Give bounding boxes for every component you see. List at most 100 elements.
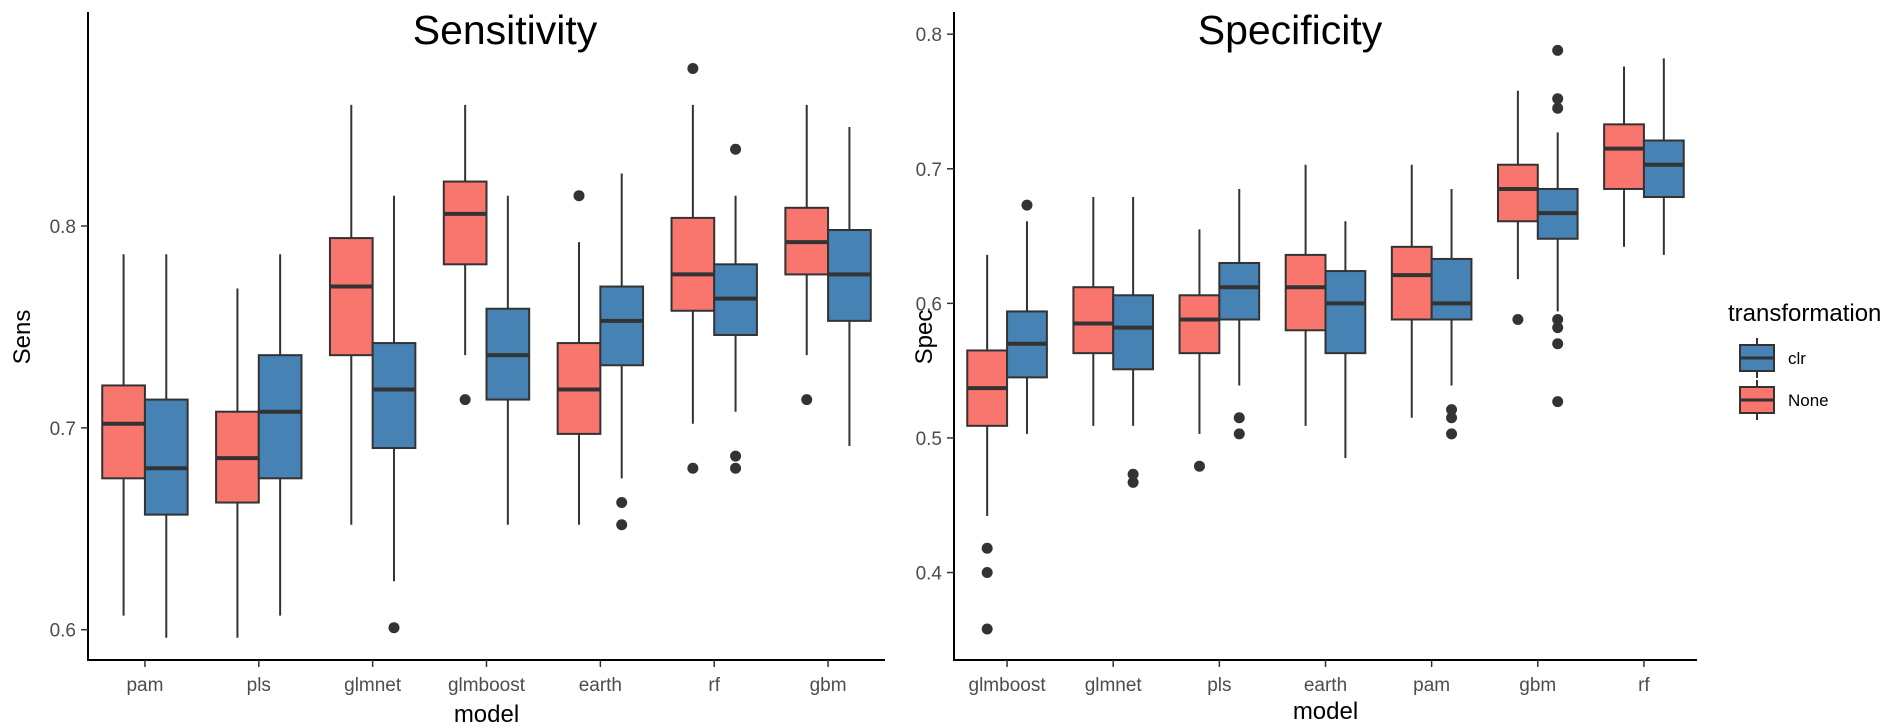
outlier-point [730,143,742,155]
outlier-point [1552,322,1564,334]
x-tick-label: earth [1304,675,1347,696]
box-clr-glmboost [1006,199,1048,434]
box-body [143,398,189,516]
outlier-point [1233,428,1245,440]
outlier-point [1552,44,1564,56]
box-none-rf [1603,66,1645,247]
box-none-pls [1178,229,1221,472]
x-tick-label: rf [1638,675,1650,696]
legend-label-none: None [1788,391,1829,410]
outlier-point [1552,102,1564,114]
box-none-earth [556,190,602,525]
box-body [1112,294,1155,371]
box-none-glmnet [1072,197,1115,426]
box-clr-gbm [827,127,872,447]
chart-title: Specificity [1198,7,1383,53]
box-body [1218,261,1261,321]
y-tick-label: 0.7 [50,419,76,440]
box-body [101,384,146,480]
outlier-point [1127,476,1139,488]
box-none-pam [1390,164,1433,418]
box-clr-glmnet [371,195,417,634]
box-body [1603,123,1645,190]
box-body [1390,245,1433,321]
box-body [670,216,716,312]
x-tick-label: glmnet [1085,675,1143,696]
outlier-point [1446,412,1458,424]
outlier-point [1446,404,1458,416]
x-tick-label: rf [708,675,720,696]
y-tick-label: 0.4 [916,564,943,585]
x-tick-label: pam [126,675,163,696]
box-none-pam [101,254,146,616]
box-clr-rf [1642,58,1685,255]
box-body [1284,253,1327,332]
box-none-glmboost [442,104,488,406]
box-clr-gbm [1536,44,1579,408]
box-none-gbm [784,104,830,406]
x-tick-label: pls [1207,675,1231,696]
y-axis-label: Spec [911,310,938,365]
box-none-earth [1284,164,1327,426]
box-body [328,237,374,357]
legend-item-clr: clr [1739,338,1806,378]
y-tick-label: 0.8 [916,25,942,46]
legend-item-none: None [1739,380,1829,420]
outlier-point [730,450,742,462]
outlier-point [687,462,699,474]
outlier-point [687,63,699,75]
outlier-point [573,190,585,202]
y-axis-label: Sens [9,310,36,365]
box-none-rf [670,63,716,474]
x-tick-label: pls [247,675,271,696]
outlier-point [730,462,742,474]
box-body [1072,286,1115,355]
box-none-glmnet [328,104,374,525]
box-body [442,180,488,266]
outlier-point [1552,93,1564,105]
specificity-panel: Specificity 0.4 0.5 0.6 0.7 0.8 glmboost glmnet… [911,7,1697,725]
outlier-point [1446,428,1458,440]
legend: transformation clr None [1728,300,1881,420]
outlier-point [1127,468,1139,480]
outlier-point [459,394,471,406]
y-tick-label: 0.7 [916,160,942,181]
outlier-point [1552,338,1564,350]
box-body [1178,294,1221,355]
x-tick-label: gbm [810,675,847,696]
legend-label-clr: clr [1788,349,1806,368]
box-body [257,354,303,480]
outlier-point [981,623,993,635]
x-tick-label: glmnet [344,675,402,696]
y-tick-label: 0.8 [50,217,76,238]
outlier-point [1021,199,1033,211]
outlier-point [388,622,400,634]
outlier-point [1512,314,1524,326]
box-none-glmboost [966,254,1009,635]
outlier-point [1552,314,1564,326]
box-clr-pls [257,254,303,616]
box-body [1324,270,1367,355]
box-clr-pam [143,254,189,638]
sensitivity-panel: Sensitivity 0.6 0.7 0.8 pam pls glmnet glmboost… [9,7,885,728]
box-clr-earth [1324,221,1367,459]
x-tick-label: earth [579,675,622,696]
x-tick-label: pam [1413,675,1450,696]
y-tick-label: 0.5 [916,429,942,450]
box-clr-glmnet [1112,197,1155,488]
y-tick-label: 0.6 [916,294,942,315]
box-none-pls [215,288,260,638]
box-body [1642,139,1685,199]
box-clr-rf [713,143,758,474]
x-axis-label: model [1293,698,1358,725]
outlier-point [1193,460,1205,472]
box-none-gbm [1496,90,1539,326]
outlier-point [801,394,813,406]
box-body [1430,257,1473,321]
outlier-point [1552,396,1564,408]
outlier-point [616,519,628,531]
x-tick-label: glmboost [969,675,1047,696]
box-clr-pam [1430,188,1473,440]
box-body [599,285,645,367]
